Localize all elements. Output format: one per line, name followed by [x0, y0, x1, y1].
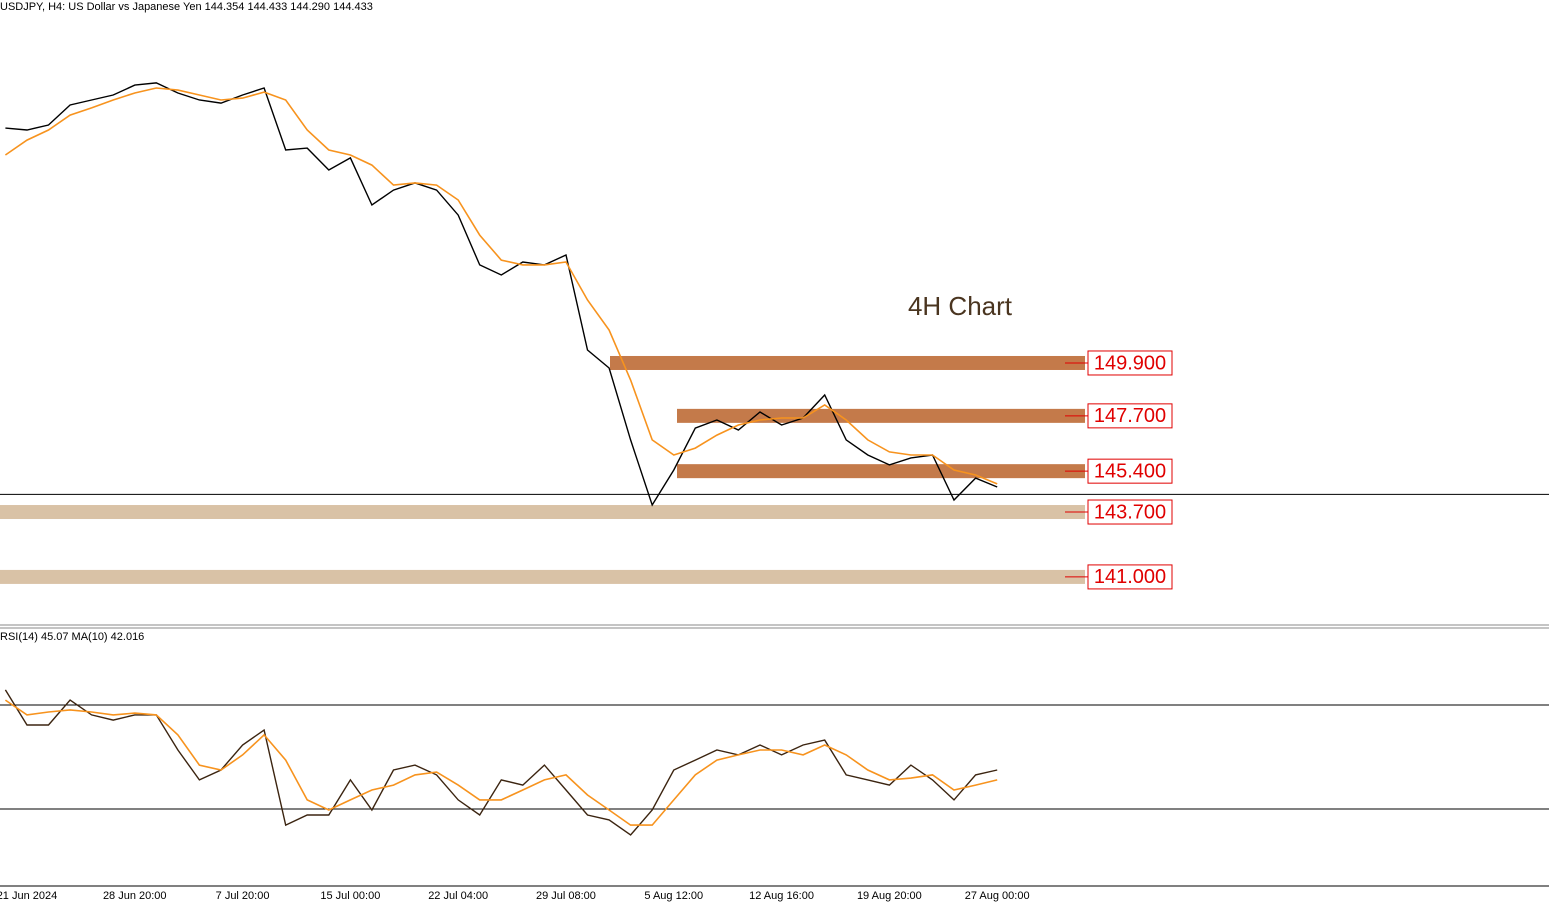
x-tick-label: 15 Jul 00:00: [320, 890, 380, 902]
x-tick-label: 19 Aug 20:00: [857, 890, 922, 902]
x-tick-label: 7 Jul 20:00: [216, 890, 270, 902]
zone: [677, 464, 1085, 479]
series-line: [4, 87, 998, 485]
level-label: 145.400: [1094, 460, 1166, 482]
series-line: [4, 689, 998, 836]
zone: [0, 569, 1085, 584]
x-tick-label: 29 Jul 08:00: [536, 890, 596, 902]
annotation: 4H Chart: [908, 291, 1013, 321]
series-line: [4, 699, 998, 826]
chart-title: USDJPY, H4: US Dollar vs Japanese Yen 14…: [0, 1, 373, 13]
x-tick-label: 12 Aug 16:00: [749, 890, 814, 902]
level-label: 149.900: [1094, 352, 1166, 374]
level-label: 141.000: [1094, 566, 1166, 588]
level-label: 143.700: [1094, 501, 1166, 523]
level-label-box: [1087, 458, 1173, 484]
level-label-box: [1087, 564, 1173, 590]
level-label: 147.700: [1094, 405, 1166, 427]
series-line: [5, 82, 998, 507]
indicator-title: RSI(14) 45.07 MA(10) 42.016: [0, 631, 144, 643]
zone: [0, 505, 1085, 520]
x-tick-label: 5 Aug 12:00: [644, 890, 703, 902]
x-tick-label: 27 Aug 00:00: [965, 890, 1030, 902]
level-label-box: [1087, 499, 1173, 525]
level-label-box: [1087, 350, 1173, 376]
x-tick-label: 21 Jun 2024: [0, 890, 57, 902]
zone: [677, 408, 1085, 423]
x-tick-label: 22 Jul 04:00: [428, 890, 488, 902]
level-label-box: [1087, 403, 1173, 429]
zone: [610, 355, 1085, 370]
x-tick-label: 28 Jun 20:00: [103, 890, 167, 902]
